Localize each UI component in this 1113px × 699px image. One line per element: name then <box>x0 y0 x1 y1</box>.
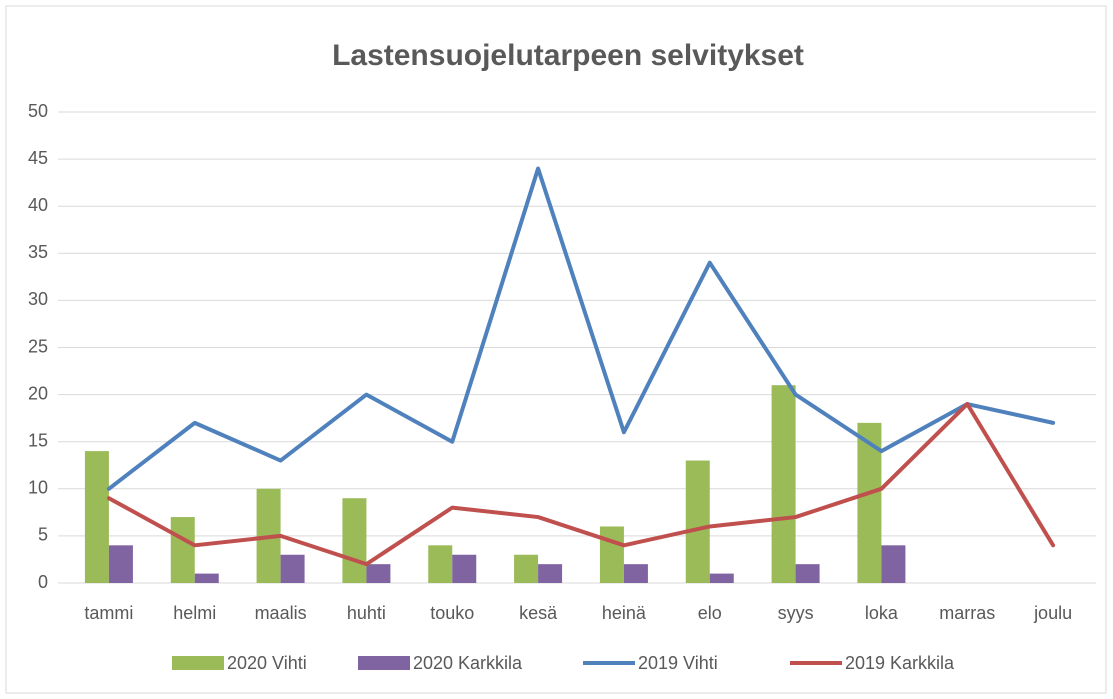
line <box>106 402 1056 567</box>
y-tick-label: 5 <box>38 525 48 545</box>
y-tick-label: 45 <box>28 148 48 168</box>
bar <box>623 564 648 583</box>
x-tick-label: maalis <box>255 603 307 623</box>
x-tick-label: huhti <box>347 603 386 623</box>
bar <box>84 451 109 583</box>
legend-label: 2019 Karkkila <box>845 653 955 673</box>
bar <box>280 554 305 583</box>
x-tick-label: tammi <box>84 603 133 623</box>
bar <box>599 526 624 583</box>
y-tick-label: 35 <box>28 242 48 262</box>
y-tick-label: 20 <box>28 383 48 403</box>
legend-label: 2019 Vihti <box>638 653 718 673</box>
chart-title: Lastensuojelutarpeen selvitykset <box>332 39 804 72</box>
legend-label: 2020 Vihti <box>227 653 307 673</box>
bar <box>795 564 820 583</box>
y-tick-label: 0 <box>38 572 48 592</box>
bar <box>709 573 734 583</box>
y-tick-label: 40 <box>28 195 48 215</box>
legend-label: 2020 Karkkila <box>413 653 523 673</box>
x-tick-label: joulu <box>1033 603 1072 623</box>
chart-border <box>5 5 1107 694</box>
bar <box>771 385 796 583</box>
x-tick-label: helmi <box>173 603 216 623</box>
legend-swatch <box>172 656 224 670</box>
x-tick-label: touko <box>430 603 474 623</box>
x-tick-label: loka <box>865 603 899 623</box>
x-tick-label: heinä <box>602 603 647 623</box>
bar <box>538 564 563 583</box>
x-tick-label: kesä <box>519 603 558 623</box>
y-tick-label: 30 <box>28 289 48 309</box>
bar <box>342 498 367 583</box>
bar <box>685 460 710 583</box>
bar <box>428 545 453 583</box>
y-tick-label: 50 <box>28 101 48 121</box>
bar <box>366 564 391 583</box>
bar <box>452 554 477 583</box>
bar <box>881 545 906 583</box>
x-tick-label: syys <box>778 603 814 623</box>
y-tick-label: 15 <box>28 430 48 450</box>
bar <box>194 573 219 583</box>
y-tick-label: 25 <box>28 336 48 356</box>
legend-swatch <box>358 656 410 670</box>
x-tick-label: marras <box>939 603 995 623</box>
x-tick-label: elo <box>698 603 722 623</box>
bar <box>108 545 133 583</box>
line <box>106 166 1056 491</box>
bar <box>170 517 195 583</box>
bar <box>514 554 539 583</box>
y-tick-label: 10 <box>28 478 48 498</box>
